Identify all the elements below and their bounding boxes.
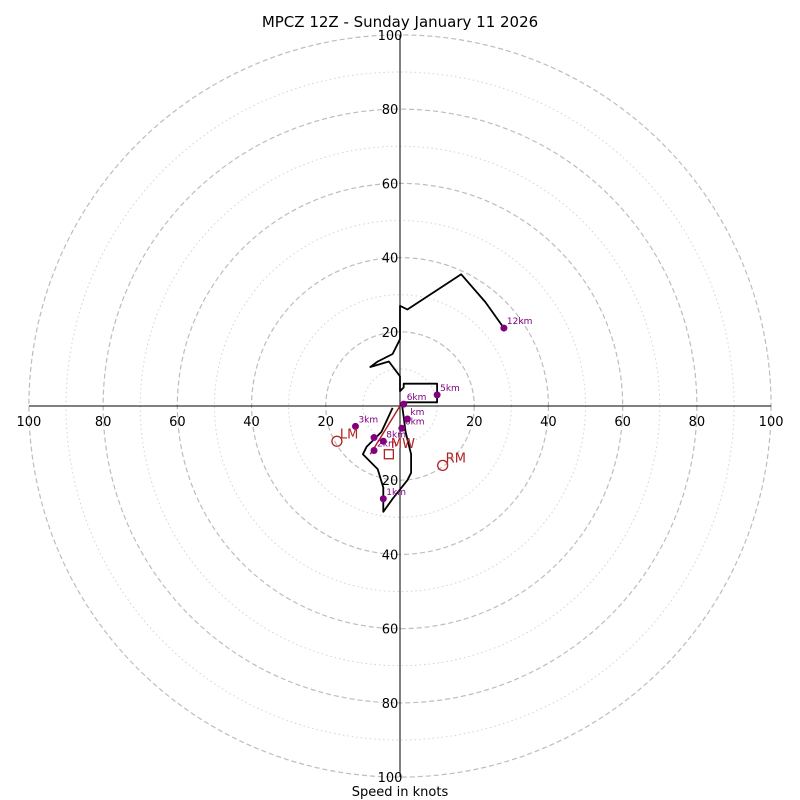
y-tick-label: 40 <box>382 252 399 267</box>
height-marker <box>379 437 387 445</box>
axes <box>28 34 772 778</box>
height-marker <box>370 434 378 442</box>
y-tick-label: 60 <box>382 177 399 192</box>
x-tick-label: 100 <box>16 415 41 430</box>
height-marker-label: 6km <box>405 417 425 427</box>
right-mover-marker <box>437 459 449 472</box>
shear-vector <box>369 405 401 455</box>
x-tick-label: 20 <box>318 415 335 430</box>
height-marker <box>398 424 406 432</box>
height-marker-label: km <box>410 408 424 418</box>
x-tick-label: 100 <box>759 415 784 430</box>
y-tick-label: 100 <box>378 771 403 786</box>
left-mover-marker <box>331 435 343 447</box>
height-marker <box>403 415 411 423</box>
height-marker-label: 12km <box>507 317 532 327</box>
x-tick-label: 60 <box>169 415 186 430</box>
left-mover-label: LM <box>340 427 358 442</box>
x-tick-label: 80 <box>689 415 706 430</box>
chart-title: MPCZ 12Z - Sunday January 11 2026 <box>262 13 538 31</box>
y-tick-label: 20 <box>382 474 399 489</box>
height-marker-label: 6km <box>407 393 427 403</box>
height-marker <box>370 447 378 455</box>
height-marker-label: 1km <box>386 488 406 498</box>
y-tick-label: 40 <box>382 548 399 563</box>
x-tick-label: 80 <box>95 415 112 430</box>
mean-wind-label: MW <box>391 437 415 452</box>
hodograph-data: 1km 3km 5km 6km 8km km 2km 6km 12km LM RM MW <box>331 273 532 513</box>
y-tick-label: 100 <box>378 29 403 44</box>
height-marker <box>379 495 387 503</box>
x-tick-label: 20 <box>466 415 483 430</box>
y-tick-label: 80 <box>382 103 399 118</box>
height-marker-label: 2km <box>377 440 397 450</box>
height-marker-label: 5km <box>440 384 460 394</box>
y-tick-label: 80 <box>382 697 399 712</box>
x-tick-label: 40 <box>243 415 260 430</box>
x-axis-label: Speed in knots <box>352 785 449 800</box>
height-marker-label: 3km <box>358 415 378 425</box>
height-marker <box>433 391 441 399</box>
y-tick-label: 60 <box>382 623 399 638</box>
y-tick-label: 20 <box>382 326 399 341</box>
right-mover-label: RM <box>446 451 466 466</box>
height-marker <box>500 324 508 332</box>
x-tick-label: 60 <box>614 415 631 430</box>
x-tick-label: 40 <box>540 415 557 430</box>
height-marker <box>400 400 408 408</box>
mean-wind-marker <box>383 449 395 460</box>
tick-labels: 100 80 60 40 20 20 40 60 80 100 100 80 60 40 20 20 40 60 8… <box>16 29 783 786</box>
height-marker <box>351 422 359 430</box>
height-marker-label: 8km <box>386 430 406 440</box>
